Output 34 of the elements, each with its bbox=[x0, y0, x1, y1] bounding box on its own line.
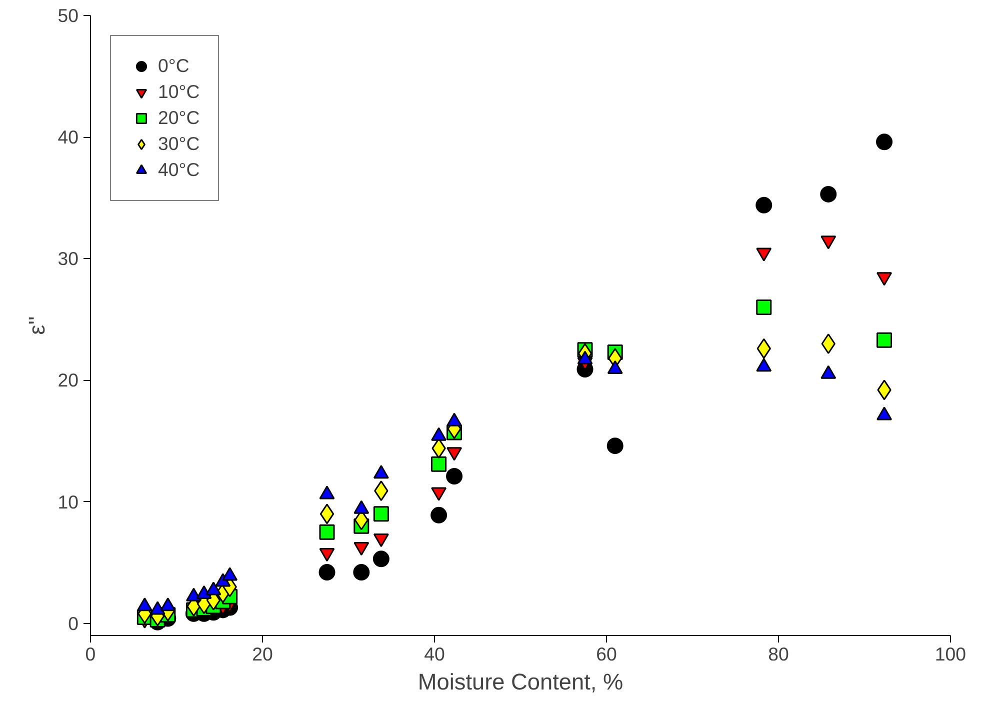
y-tick-label: 10 bbox=[58, 491, 79, 512]
x-tick-label: 20 bbox=[252, 644, 273, 664]
y-tick-label: 20 bbox=[58, 370, 79, 391]
point bbox=[353, 564, 370, 581]
legend-label: 0°C bbox=[158, 55, 190, 77]
x-tick-label: 0 bbox=[85, 644, 96, 664]
point bbox=[320, 504, 334, 524]
point bbox=[876, 134, 893, 150]
x-axis-title: Moisture Content, % bbox=[418, 668, 624, 694]
point bbox=[606, 438, 624, 454]
x-tick-label: 100 bbox=[934, 644, 966, 664]
legend-label: 40°C bbox=[158, 159, 200, 181]
x-tick-label: 80 bbox=[768, 644, 789, 664]
point bbox=[820, 186, 837, 202]
y-axis-title: ε'' bbox=[24, 316, 50, 335]
point bbox=[431, 456, 447, 472]
point bbox=[876, 332, 892, 348]
point bbox=[318, 564, 336, 581]
point bbox=[430, 506, 448, 524]
point bbox=[372, 550, 390, 568]
point bbox=[373, 506, 389, 522]
legend-label: 20°C bbox=[158, 107, 200, 129]
y-tick-label: 30 bbox=[58, 248, 79, 270]
legend-label: 30°C bbox=[158, 133, 200, 155]
x-tick-label: 40 bbox=[424, 644, 445, 664]
y-tick-label: 0 bbox=[68, 612, 79, 634]
point bbox=[756, 300, 772, 316]
point bbox=[756, 196, 772, 214]
point bbox=[446, 468, 463, 484]
legend-label: 10°C bbox=[158, 81, 200, 103]
y-tick-label: 50 bbox=[58, 5, 79, 26]
point bbox=[319, 524, 335, 540]
x-tick-label: 60 bbox=[596, 644, 617, 664]
y-tick-label: 40 bbox=[58, 126, 79, 148]
